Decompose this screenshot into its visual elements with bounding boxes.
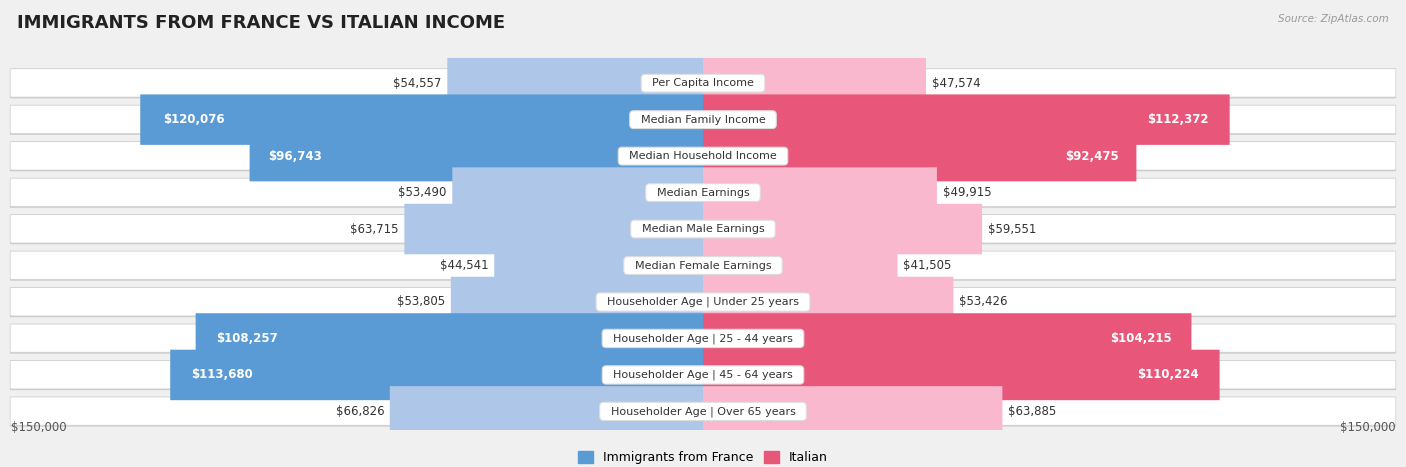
Text: Median Female Earnings: Median Female Earnings [627, 261, 779, 270]
Text: $66,826: $66,826 [336, 405, 384, 418]
Text: $110,224: $110,224 [1137, 368, 1199, 382]
FancyBboxPatch shape [451, 277, 703, 327]
Text: $53,426: $53,426 [959, 296, 1008, 309]
FancyBboxPatch shape [10, 325, 1396, 352]
FancyBboxPatch shape [703, 204, 983, 255]
FancyBboxPatch shape [10, 106, 1396, 133]
FancyBboxPatch shape [703, 94, 1230, 145]
Text: $63,885: $63,885 [1008, 405, 1056, 418]
Text: $120,076: $120,076 [163, 113, 225, 126]
Text: Householder Age | 25 - 44 years: Householder Age | 25 - 44 years [606, 333, 800, 344]
FancyBboxPatch shape [703, 277, 953, 327]
Text: $92,475: $92,475 [1066, 149, 1119, 163]
FancyBboxPatch shape [703, 386, 1002, 437]
Text: $63,715: $63,715 [350, 223, 399, 235]
FancyBboxPatch shape [10, 361, 1396, 388]
FancyBboxPatch shape [170, 350, 703, 400]
Text: $44,541: $44,541 [440, 259, 489, 272]
FancyBboxPatch shape [10, 106, 1396, 134]
FancyBboxPatch shape [10, 215, 1396, 244]
FancyBboxPatch shape [10, 252, 1396, 279]
FancyBboxPatch shape [141, 94, 703, 145]
FancyBboxPatch shape [10, 397, 1396, 426]
Text: $49,915: $49,915 [942, 186, 991, 199]
Text: $108,257: $108,257 [217, 332, 277, 345]
Text: Median Household Income: Median Household Income [621, 151, 785, 161]
FancyBboxPatch shape [447, 58, 703, 108]
FancyBboxPatch shape [703, 313, 1191, 364]
FancyBboxPatch shape [10, 69, 1396, 98]
Text: $53,490: $53,490 [398, 186, 447, 199]
FancyBboxPatch shape [195, 313, 703, 364]
FancyBboxPatch shape [10, 178, 1396, 207]
FancyBboxPatch shape [405, 204, 703, 255]
FancyBboxPatch shape [495, 241, 703, 291]
Text: Householder Age | 45 - 64 years: Householder Age | 45 - 64 years [606, 370, 800, 380]
FancyBboxPatch shape [703, 131, 1136, 181]
Text: $54,557: $54,557 [394, 77, 441, 90]
FancyBboxPatch shape [10, 215, 1396, 242]
FancyBboxPatch shape [10, 251, 1396, 280]
FancyBboxPatch shape [10, 324, 1396, 353]
Text: Householder Age | Under 25 years: Householder Age | Under 25 years [600, 297, 806, 307]
Text: IMMIGRANTS FROM FRANCE VS ITALIAN INCOME: IMMIGRANTS FROM FRANCE VS ITALIAN INCOME [17, 14, 505, 32]
FancyBboxPatch shape [10, 178, 1396, 206]
Text: Per Capita Income: Per Capita Income [645, 78, 761, 88]
FancyBboxPatch shape [10, 142, 1396, 170]
Text: Householder Age | Over 65 years: Householder Age | Over 65 years [603, 406, 803, 417]
FancyBboxPatch shape [10, 397, 1396, 425]
Text: $96,743: $96,743 [267, 149, 322, 163]
FancyBboxPatch shape [10, 288, 1396, 317]
FancyBboxPatch shape [703, 350, 1219, 400]
Text: Source: ZipAtlas.com: Source: ZipAtlas.com [1278, 14, 1389, 24]
FancyBboxPatch shape [703, 241, 897, 291]
Text: $150,000: $150,000 [11, 421, 66, 434]
FancyBboxPatch shape [10, 142, 1396, 170]
Text: $41,505: $41,505 [903, 259, 952, 272]
FancyBboxPatch shape [10, 288, 1396, 315]
FancyBboxPatch shape [250, 131, 703, 181]
FancyBboxPatch shape [703, 58, 927, 108]
Text: $112,372: $112,372 [1147, 113, 1209, 126]
FancyBboxPatch shape [389, 386, 703, 437]
FancyBboxPatch shape [10, 69, 1396, 97]
Text: Median Earnings: Median Earnings [650, 188, 756, 198]
Text: Median Male Earnings: Median Male Earnings [634, 224, 772, 234]
Text: $53,805: $53,805 [396, 296, 446, 309]
Legend: Immigrants from France, Italian: Immigrants from France, Italian [574, 446, 832, 467]
Text: $47,574: $47,574 [932, 77, 980, 90]
Text: Median Family Income: Median Family Income [634, 114, 772, 125]
FancyBboxPatch shape [703, 167, 936, 218]
FancyBboxPatch shape [453, 167, 703, 218]
Text: $113,680: $113,680 [191, 368, 253, 382]
Text: $104,215: $104,215 [1111, 332, 1171, 345]
Text: $150,000: $150,000 [1340, 421, 1395, 434]
Text: $59,551: $59,551 [988, 223, 1036, 235]
FancyBboxPatch shape [10, 361, 1396, 389]
